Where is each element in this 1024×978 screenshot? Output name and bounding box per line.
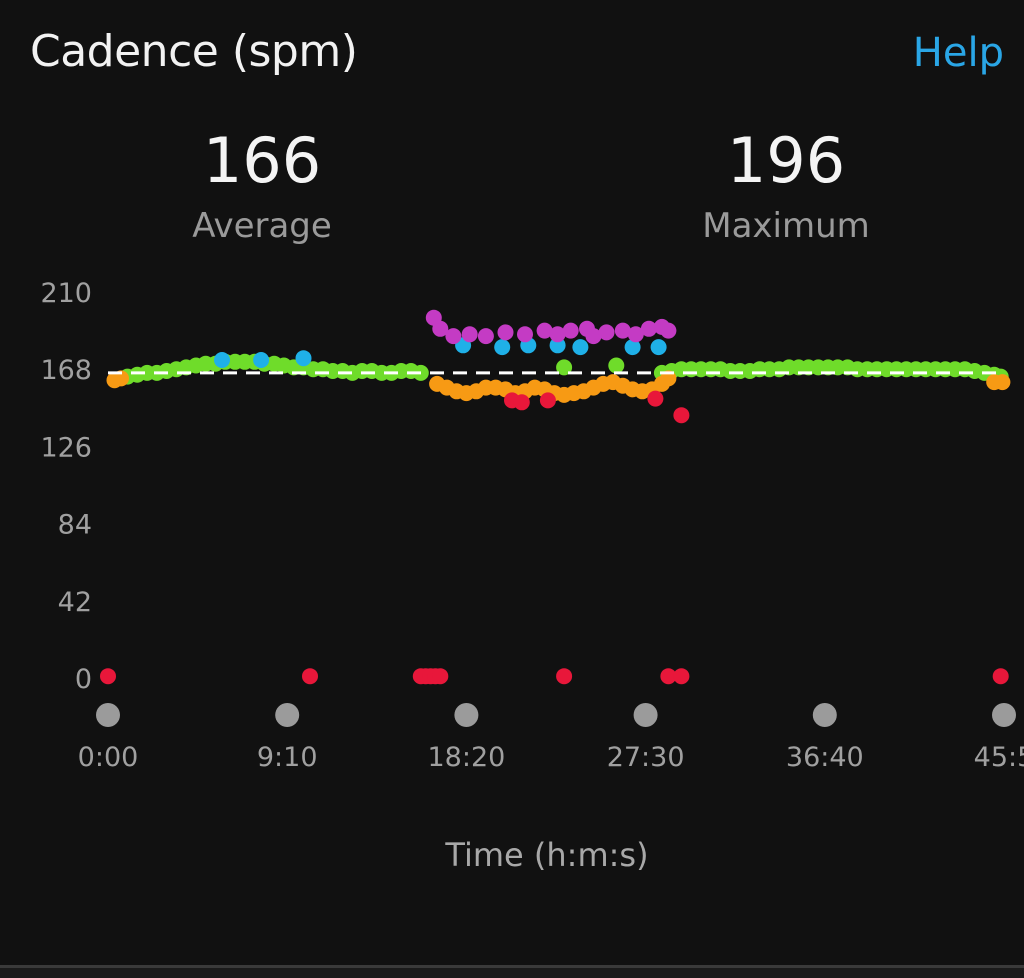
x-tick-label: 9:10 (257, 742, 318, 773)
data-point-red (673, 407, 690, 424)
data-point-blue (214, 352, 230, 368)
x-axis-marker[interactable] (812, 703, 837, 727)
x-axis-markers (96, 703, 1016, 727)
data-point-red (673, 668, 690, 685)
data-point-orange (113, 370, 129, 387)
data-point-purple (536, 322, 553, 339)
y-axis-ticks: 0 42 84 126 168 210 (40, 278, 92, 695)
data-point-red (539, 392, 556, 409)
data-point-blue (253, 352, 270, 368)
cadence-scatter-chart: 0 42 84 126 168 210 0:00 9:10 18:20 27:30 36:40 45… (40, 278, 1024, 773)
data-point-blue (494, 339, 511, 356)
x-axis-marker[interactable] (275, 703, 300, 727)
data-points (100, 309, 1011, 685)
average-value: 166 (202, 124, 322, 197)
data-point-blue (572, 339, 589, 356)
help-link[interactable]: Help (912, 30, 1004, 76)
y-tick-label: 210 (40, 278, 92, 309)
page-title: Cadence (spm) (30, 26, 358, 77)
x-tick-label: 36:40 (786, 742, 864, 773)
bottom-divider (0, 965, 1024, 978)
x-axis-marker[interactable] (633, 703, 658, 727)
data-point-red (556, 668, 573, 685)
data-point-purple (445, 328, 462, 345)
data-point-red (432, 668, 449, 685)
data-point-blue (295, 350, 312, 367)
y-tick-label: 42 (58, 587, 92, 618)
data-point-purple (640, 320, 657, 337)
data-point-purple (497, 324, 514, 341)
data-point-blue (650, 339, 667, 356)
x-axis-ticks: 0:00 9:10 18:20 27:30 36:40 45:5 (78, 742, 1024, 773)
data-point-purple (598, 324, 615, 341)
data-point-red (513, 394, 530, 411)
data-point-red (660, 668, 677, 685)
maximum-value: 196 (726, 124, 846, 197)
data-point-red (302, 668, 318, 685)
y-tick-label: 168 (40, 355, 92, 386)
data-point-purple (517, 326, 533, 343)
x-axis-marker[interactable] (96, 703, 120, 727)
y-tick-label: 126 (40, 432, 92, 463)
data-point-purple (461, 326, 478, 343)
x-axis-marker[interactable] (992, 703, 1016, 727)
x-axis-marker[interactable] (454, 703, 479, 727)
data-point-purple (477, 328, 494, 345)
data-point-purple (660, 322, 677, 339)
x-tick-label: 27:30 (607, 742, 685, 773)
y-tick-label: 84 (58, 510, 92, 541)
x-tick-label: 0:00 (78, 742, 139, 773)
data-point-blue (624, 339, 641, 356)
maximum-label: Maximum (702, 206, 870, 246)
data-point-blue (549, 337, 566, 354)
x-tick-label: 45:5 (974, 742, 1024, 773)
data-point-purple (627, 326, 644, 343)
data-point-purple (614, 322, 631, 339)
y-tick-label: 0 (75, 664, 92, 695)
data-point-purple (562, 322, 579, 339)
x-tick-label: 18:20 (427, 742, 505, 773)
data-point-red (647, 390, 664, 407)
data-point-orange (994, 374, 1011, 391)
x-axis-label: Time (h:m:s) (445, 836, 649, 874)
data-point-red (100, 668, 116, 685)
data-point-purple (585, 328, 602, 345)
data-point-orange (660, 370, 677, 387)
data-point-purple (549, 326, 566, 343)
data-point-red (992, 668, 1009, 685)
data-point-purple (432, 320, 449, 337)
average-label: Average (192, 206, 332, 246)
data-point-green (608, 357, 625, 374)
